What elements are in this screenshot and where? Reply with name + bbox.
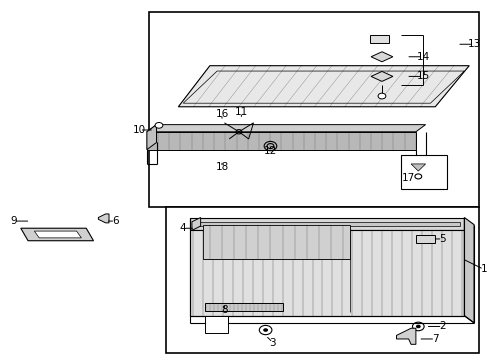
Text: 3: 3 [269, 338, 276, 347]
Polygon shape [98, 214, 109, 223]
Polygon shape [178, 66, 468, 107]
Text: 5: 5 [438, 234, 445, 244]
Polygon shape [202, 225, 350, 258]
Polygon shape [146, 125, 156, 150]
Polygon shape [191, 217, 200, 230]
Text: 17: 17 [401, 173, 414, 183]
Text: 6: 6 [112, 216, 119, 226]
Polygon shape [370, 71, 392, 81]
Polygon shape [197, 222, 459, 226]
Polygon shape [370, 52, 392, 62]
Polygon shape [410, 164, 425, 171]
Text: 9: 9 [10, 216, 17, 226]
Polygon shape [20, 228, 93, 241]
Bar [369, 35, 388, 43]
Text: 14: 14 [416, 52, 429, 62]
Polygon shape [464, 217, 473, 323]
Circle shape [155, 122, 163, 128]
Bar [204, 303, 282, 311]
Bar [204, 316, 228, 333]
Text: 12: 12 [264, 147, 277, 157]
Polygon shape [146, 125, 425, 132]
Text: 2: 2 [438, 321, 445, 332]
Text: 16: 16 [215, 109, 228, 119]
Polygon shape [146, 132, 415, 150]
Polygon shape [34, 231, 81, 238]
Circle shape [415, 325, 420, 328]
Polygon shape [396, 328, 415, 344]
Text: 7: 7 [431, 334, 438, 344]
Circle shape [263, 328, 267, 332]
Polygon shape [190, 230, 464, 316]
Text: 10: 10 [133, 125, 146, 135]
Text: 13: 13 [467, 39, 480, 49]
Text: 18: 18 [215, 162, 228, 172]
Bar [166, 207, 478, 353]
Circle shape [377, 93, 385, 99]
Bar [149, 12, 478, 207]
Polygon shape [190, 217, 464, 230]
Polygon shape [197, 222, 459, 312]
Text: 4: 4 [180, 223, 186, 233]
Bar [415, 235, 434, 243]
Text: 15: 15 [416, 71, 429, 81]
Text: 11: 11 [234, 107, 247, 117]
Text: 1: 1 [480, 264, 486, 274]
Text: 8: 8 [221, 305, 227, 315]
Bar [401, 155, 447, 189]
